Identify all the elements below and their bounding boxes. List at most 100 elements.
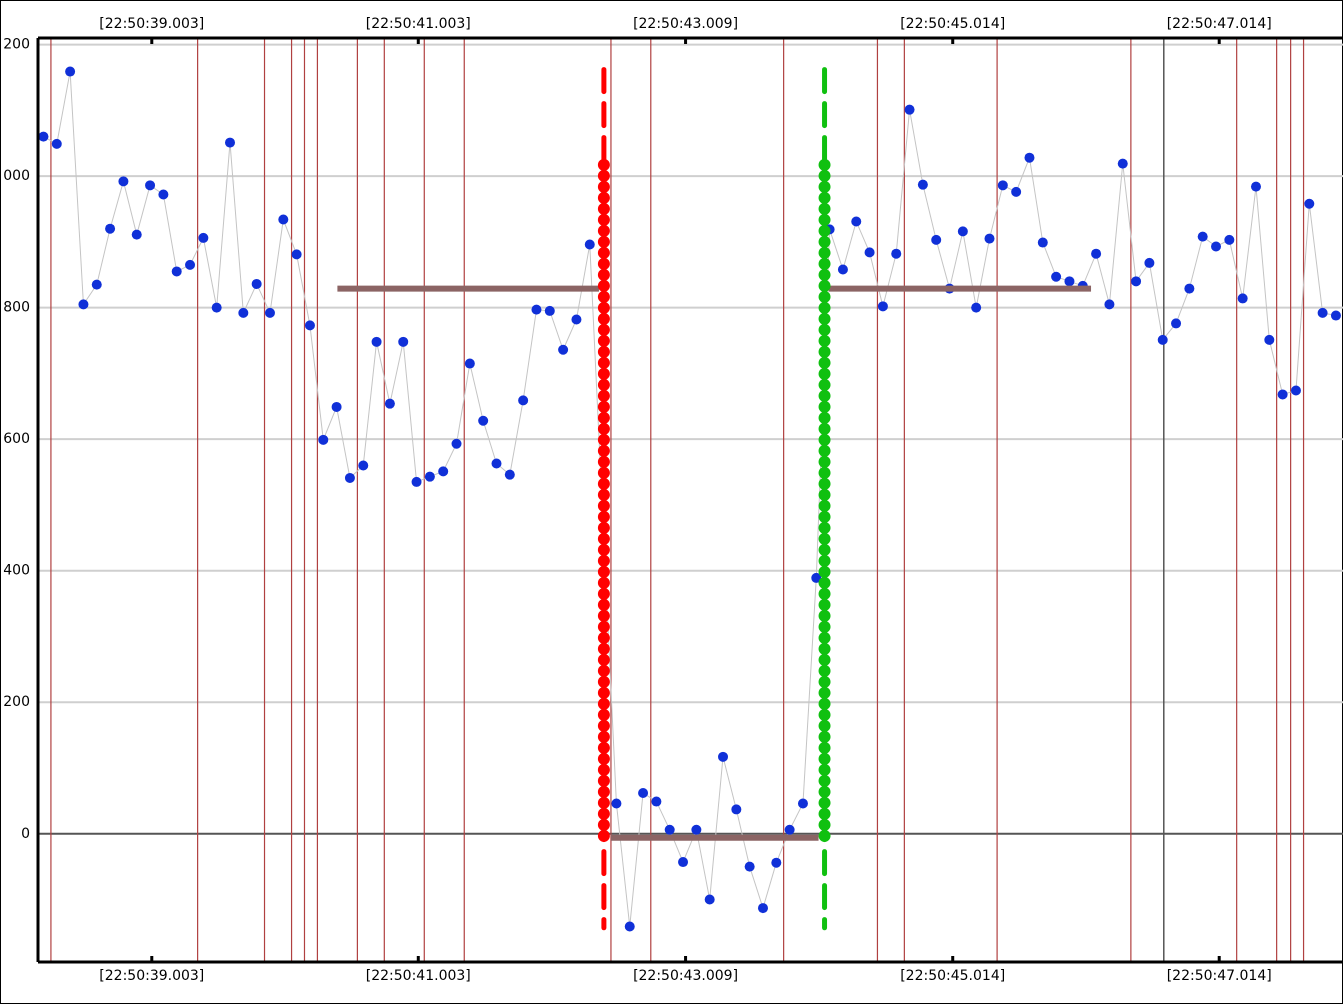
- data-point: [891, 248, 902, 259]
- data-point: [78, 299, 89, 310]
- data-point: [571, 314, 582, 325]
- data-point: [251, 278, 262, 289]
- data-point: [51, 138, 62, 149]
- y-tick-label: 200: [3, 694, 30, 710]
- data-point: [584, 239, 595, 250]
- data-point: [664, 824, 675, 835]
- data-point: [997, 180, 1008, 191]
- data-point: [1330, 310, 1341, 321]
- data-point: [384, 398, 395, 409]
- data-point: [1091, 248, 1102, 259]
- x-tick-label: [22:50:45.014]: [900, 968, 1005, 984]
- data-point: [158, 189, 169, 200]
- data-point: [1264, 334, 1275, 345]
- x-tick-label: [22:50:45.014]: [900, 16, 1005, 32]
- data-point: [558, 344, 569, 355]
- data-point: [145, 180, 156, 191]
- data-point: [131, 229, 142, 240]
- data-point: [211, 302, 222, 313]
- data-point: [531, 304, 542, 315]
- y-tick-label: 400: [3, 563, 30, 579]
- data-point: [171, 266, 182, 277]
- x-tick-label: [22:50:43.009]: [633, 968, 738, 984]
- data-point: [744, 861, 755, 872]
- data-point: [678, 857, 689, 868]
- data-point: [731, 804, 742, 815]
- data-point: [904, 104, 915, 115]
- data-point: [757, 903, 768, 914]
- x-tick-label: [22:50:47.014]: [1167, 16, 1272, 32]
- data-point: [1064, 276, 1075, 287]
- data-point: [1317, 307, 1328, 318]
- data-point: [318, 434, 329, 445]
- data-point: [638, 787, 649, 798]
- data-point: [291, 249, 302, 260]
- data-point: [1144, 257, 1155, 268]
- data-point: [1131, 276, 1142, 287]
- data-point: [718, 751, 729, 762]
- data-point: [651, 796, 662, 807]
- data-point: [331, 401, 342, 412]
- data-point: [504, 469, 515, 480]
- y-tick-label: 0: [21, 826, 30, 842]
- data-point: [611, 798, 622, 809]
- data-point: [1157, 334, 1168, 345]
- data-point: [65, 66, 76, 77]
- data-point: [358, 460, 369, 471]
- data-point: [624, 921, 635, 932]
- data-point: [984, 233, 995, 244]
- data-point: [1197, 231, 1208, 242]
- data-point: [837, 264, 848, 275]
- data-point: [1250, 181, 1261, 192]
- data-point: [438, 466, 449, 477]
- data-point: [771, 857, 782, 868]
- data-point: [1277, 389, 1288, 400]
- data-point: [784, 824, 795, 835]
- data-point: [198, 232, 209, 243]
- data-point: [797, 798, 808, 809]
- data-point: [877, 301, 888, 312]
- data-point: [1211, 241, 1222, 252]
- data-point: [118, 176, 129, 187]
- y-tick-label: 800: [3, 300, 30, 316]
- x-tick-label: [22:50:39.003]: [99, 16, 204, 32]
- data-point: [238, 307, 249, 318]
- data-point: [1051, 271, 1062, 282]
- data-point: [38, 131, 49, 142]
- data-point: [105, 223, 116, 234]
- data-point: [264, 307, 275, 318]
- data-point: [1224, 234, 1235, 245]
- y-tick-label: 600: [3, 431, 30, 447]
- data-point: [451, 438, 462, 449]
- data-point: [931, 234, 942, 245]
- data-point: [424, 471, 435, 482]
- data-point: [518, 395, 529, 406]
- data-point: [371, 336, 382, 347]
- data-point: [811, 572, 822, 583]
- x-tick-label: [22:50:41.003]: [366, 16, 471, 32]
- data-point: [91, 279, 102, 290]
- data-point: [971, 302, 982, 313]
- data-point: [411, 476, 422, 487]
- data-point: [464, 358, 475, 369]
- data-point: [1304, 198, 1315, 209]
- data-point: [957, 226, 968, 237]
- y-tick-label: 1200: [0, 37, 30, 53]
- data-point: [864, 247, 875, 258]
- data-point: [185, 259, 196, 270]
- data-point: [478, 415, 489, 426]
- data-point: [1184, 283, 1195, 294]
- data-point: [544, 305, 555, 316]
- data-point: [1011, 186, 1022, 197]
- data-point: [851, 216, 862, 227]
- data-point: [491, 458, 502, 469]
- data-point: [304, 320, 315, 331]
- x-tick-label: [22:50:39.003]: [99, 968, 204, 984]
- data-point: [1290, 385, 1301, 396]
- data-point: [1024, 152, 1035, 163]
- data-point: [1037, 237, 1048, 248]
- data-point: [278, 214, 289, 225]
- x-tick-label: [22:50:47.014]: [1167, 968, 1272, 984]
- data-point: [691, 824, 702, 835]
